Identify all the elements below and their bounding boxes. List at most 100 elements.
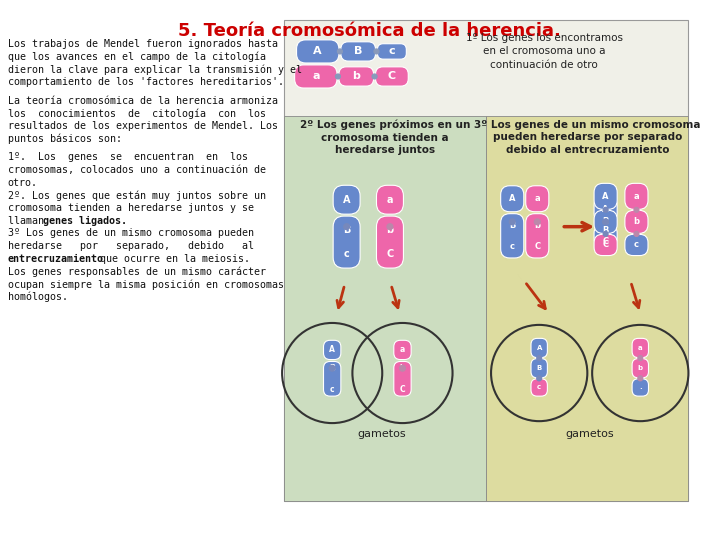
Text: 1º.  Los  genes  se  encuentran  en  los: 1º. Los genes se encuentran en los	[8, 152, 248, 162]
Text: B

c: B c	[343, 226, 351, 259]
Text: b

C: b C	[400, 364, 405, 394]
Circle shape	[400, 366, 405, 371]
FancyBboxPatch shape	[625, 210, 648, 233]
FancyBboxPatch shape	[294, 65, 337, 88]
Circle shape	[638, 376, 643, 381]
FancyBboxPatch shape	[594, 234, 617, 255]
FancyBboxPatch shape	[531, 339, 547, 357]
FancyBboxPatch shape	[394, 361, 411, 396]
FancyBboxPatch shape	[376, 67, 408, 86]
Text: b

C: b C	[387, 226, 394, 259]
Text: a: a	[638, 345, 643, 351]
Text: 3º Los genes de un mismo cromosoma pueden: 3º Los genes de un mismo cromosoma puede…	[8, 228, 253, 238]
Circle shape	[343, 224, 349, 230]
Text: comportamiento de los 'factores hereditarios'.: comportamiento de los 'factores heredita…	[8, 77, 284, 87]
FancyBboxPatch shape	[377, 216, 403, 268]
Text: a: a	[400, 346, 405, 354]
Circle shape	[634, 232, 639, 237]
Circle shape	[537, 356, 541, 361]
Text: b: b	[634, 218, 639, 226]
Circle shape	[603, 219, 608, 225]
Text: a: a	[534, 194, 540, 203]
Text: b: b	[352, 71, 360, 82]
Text: Los genes responsables de un mismo carácter: Los genes responsables de un mismo carác…	[8, 267, 266, 277]
Circle shape	[372, 74, 377, 79]
FancyBboxPatch shape	[531, 379, 547, 396]
Text: a: a	[387, 195, 393, 205]
Text: 2º Los genes próximos en un
cromosoma tienden a
heredarse juntos: 2º Los genes próximos en un cromosoma ti…	[300, 120, 470, 155]
Text: B: B	[354, 46, 362, 57]
FancyBboxPatch shape	[284, 116, 486, 501]
Text: C: C	[603, 240, 608, 249]
Text: B: B	[603, 218, 609, 226]
FancyBboxPatch shape	[594, 224, 617, 247]
Text: .: .	[639, 384, 642, 390]
FancyBboxPatch shape	[632, 379, 649, 396]
Circle shape	[634, 207, 639, 212]
FancyBboxPatch shape	[594, 210, 617, 233]
Text: cromosoma tienden a heredarse juntos y se: cromosoma tienden a heredarse juntos y s…	[8, 203, 253, 213]
Text: gametos: gametos	[565, 429, 614, 438]
Text: dieron la clave para explicar la transmisión y el: dieron la clave para explicar la transmi…	[8, 64, 302, 75]
Text: A: A	[313, 46, 322, 57]
Circle shape	[387, 224, 393, 230]
FancyBboxPatch shape	[632, 359, 649, 378]
FancyBboxPatch shape	[500, 186, 523, 212]
FancyBboxPatch shape	[339, 67, 374, 86]
FancyBboxPatch shape	[341, 42, 376, 61]
Circle shape	[329, 366, 335, 371]
FancyBboxPatch shape	[297, 40, 339, 63]
Text: c: c	[537, 384, 541, 390]
FancyBboxPatch shape	[394, 340, 411, 360]
Text: c: c	[389, 46, 395, 57]
Text: A: A	[343, 195, 351, 205]
Text: A: A	[603, 192, 609, 201]
Text: ocupan siempre la misma posición en cromosomas: ocupan siempre la misma posición en crom…	[8, 279, 284, 290]
Text: otro.: otro.	[8, 178, 37, 187]
Text: 5. Teoría cromosómica de la herencia.: 5. Teoría cromosómica de la herencia.	[178, 22, 561, 39]
Text: los  conocimientos  de  citología  con  los: los conocimientos de citología con los	[8, 108, 266, 119]
Circle shape	[603, 232, 608, 237]
Circle shape	[509, 219, 515, 225]
Text: a: a	[634, 192, 639, 201]
Text: A: A	[329, 346, 335, 354]
Text: 1º Los genes los encontramos
en el cromosoma uno a
continuación de otro: 1º Los genes los encontramos en el cromo…	[466, 33, 623, 70]
Text: homólogos.: homólogos.	[8, 292, 68, 302]
Text: que ocurre en la meiosis.: que ocurre en la meiosis.	[94, 254, 251, 264]
FancyBboxPatch shape	[526, 214, 549, 258]
Text: puntos básicos son:: puntos básicos son:	[8, 134, 122, 144]
FancyBboxPatch shape	[594, 184, 617, 210]
Circle shape	[603, 207, 608, 212]
FancyBboxPatch shape	[284, 19, 688, 501]
FancyBboxPatch shape	[531, 359, 547, 378]
Circle shape	[537, 376, 541, 381]
FancyBboxPatch shape	[486, 116, 688, 501]
Text: B: B	[536, 365, 542, 371]
Text: resultados de los experimentos de Mendel. Los: resultados de los experimentos de Mendel…	[8, 121, 278, 131]
FancyBboxPatch shape	[632, 339, 649, 357]
Text: a: a	[312, 71, 320, 82]
Circle shape	[534, 219, 540, 225]
FancyBboxPatch shape	[625, 184, 648, 210]
Circle shape	[374, 49, 379, 54]
Text: entrecruzamiento: entrecruzamiento	[8, 254, 104, 264]
FancyBboxPatch shape	[594, 197, 617, 222]
FancyBboxPatch shape	[500, 214, 523, 258]
Circle shape	[336, 74, 341, 79]
Text: que los avances en el campo de la citología: que los avances en el campo de la citolo…	[8, 52, 266, 62]
Circle shape	[338, 49, 342, 54]
FancyBboxPatch shape	[333, 216, 360, 268]
Text: La teoría cromosómica de la herencia armoniza: La teoría cromosómica de la herencia arm…	[8, 96, 278, 105]
FancyBboxPatch shape	[377, 44, 406, 59]
Text: c: c	[634, 240, 639, 249]
Text: llaman: llaman	[8, 215, 50, 226]
FancyBboxPatch shape	[333, 185, 360, 214]
Text: C: C	[388, 71, 396, 82]
Text: b: b	[638, 365, 643, 371]
FancyBboxPatch shape	[323, 340, 341, 360]
Text: gametos: gametos	[357, 429, 406, 438]
Text: A: A	[509, 194, 516, 203]
Text: genes ligados.: genes ligados.	[43, 215, 127, 226]
Text: cromosomas, colocados uno a continuación de: cromosomas, colocados uno a continuación…	[8, 165, 266, 175]
FancyBboxPatch shape	[377, 185, 403, 214]
